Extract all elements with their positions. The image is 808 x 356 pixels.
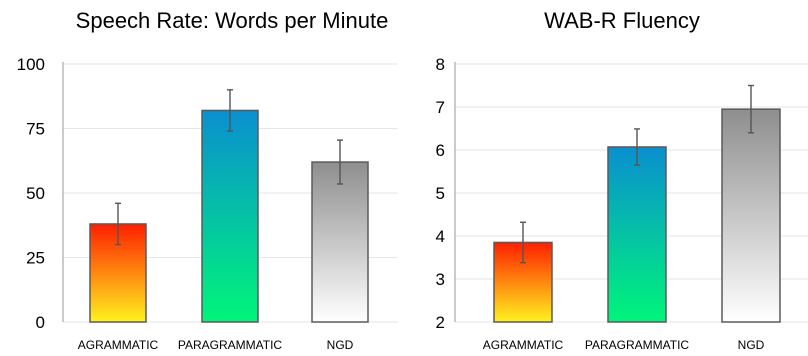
y-tick-label: 2	[436, 313, 445, 332]
y-tick-label: 0	[36, 313, 45, 332]
y-tick-label: 25	[26, 249, 45, 268]
y-tick-label: 8	[436, 55, 445, 74]
y-tick-label: 100	[17, 55, 45, 74]
bar-paragrammatic	[607, 146, 667, 323]
y-tick-label: 6	[436, 141, 445, 160]
x-category-label: NGD	[327, 338, 354, 352]
x-category-label: PARAGRAMMATIC	[585, 338, 690, 352]
chart-title: Speech Rate: Words per Minute	[76, 8, 389, 33]
speech-rate-chart: Speech Rate: Words per Minute 0 25 50 75 100…	[17, 8, 398, 352]
bar-ngd	[311, 161, 369, 323]
y-tick-label: 50	[26, 184, 45, 203]
y-tick-label: 5	[436, 184, 445, 203]
x-category-label: PARAGRAMMATIC	[178, 338, 283, 352]
y-tick-label: 75	[26, 120, 45, 139]
x-category-label: NGD	[738, 338, 765, 352]
x-category-label: AGRAMMATIC	[78, 338, 159, 352]
y-tick-label: 7	[436, 98, 445, 117]
chart-title: WAB-R Fluency	[544, 8, 700, 33]
x-category-label: AGRAMMATIC	[483, 338, 564, 352]
bar-ngd	[721, 108, 781, 323]
wab-r-fluency-chart: WAB-R Fluency 2 3 4 5 6 7 8 AGRAMMATIC PARAGRAMM…	[436, 8, 808, 352]
y-tick-label: 4	[436, 227, 445, 246]
y-tick-label: 3	[436, 270, 445, 289]
bar-paragrammatic	[201, 109, 259, 323]
